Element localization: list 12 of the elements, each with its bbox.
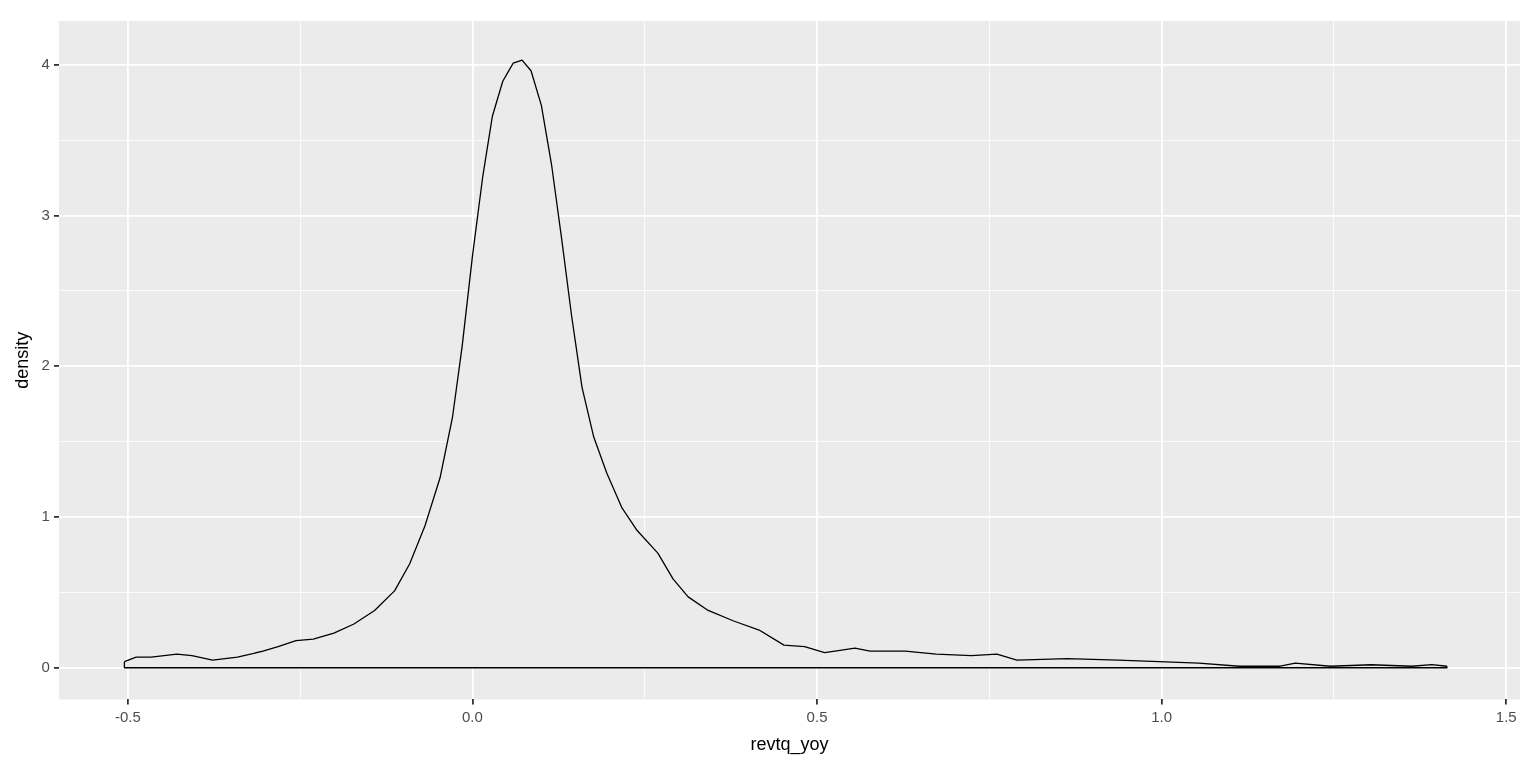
y-axis-title: density — [11, 331, 32, 389]
x-axis-title: revtq_yoy — [750, 734, 829, 756]
x-tick-label: 0.0 — [462, 707, 483, 725]
x-tick-label: 0.5 — [806, 707, 828, 725]
y-tick-label: 1 — [41, 507, 50, 525]
x-tick-label: 1.0 — [1151, 707, 1173, 725]
y-tick-label: 3 — [41, 205, 50, 223]
y-tick-label: 0 — [41, 657, 50, 675]
y-tick-label: 4 — [41, 54, 50, 72]
y-tick-label: 2 — [41, 356, 50, 374]
x-tick-label: 1.5 — [1495, 707, 1517, 725]
x-tick-label: -0.5 — [114, 707, 141, 725]
